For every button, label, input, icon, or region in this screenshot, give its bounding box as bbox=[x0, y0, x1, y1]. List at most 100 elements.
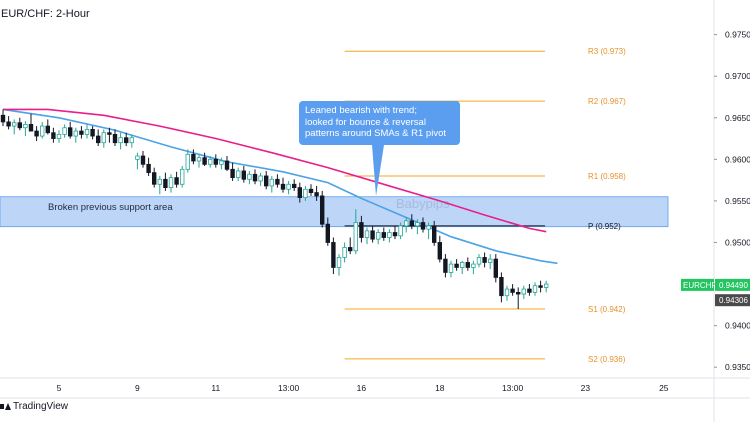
candle-body bbox=[532, 285, 538, 293]
candle-body bbox=[314, 192, 319, 197]
candle-body bbox=[420, 222, 426, 230]
candle-body bbox=[107, 132, 112, 135]
price-badge bbox=[715, 278, 750, 291]
candle-body bbox=[151, 172, 157, 185]
candle-body bbox=[308, 188, 314, 193]
candle-body bbox=[303, 188, 308, 198]
candle-body bbox=[6, 121, 11, 127]
price-badge-value: 0.94306 bbox=[719, 296, 748, 305]
candle-body bbox=[538, 285, 543, 288]
pivot-label-r1: R1 (0.958) bbox=[588, 172, 626, 181]
candle-body bbox=[146, 163, 151, 174]
tradingview-logo-icon bbox=[0, 403, 11, 410]
candle-body bbox=[202, 157, 207, 165]
annotation-pointer bbox=[372, 145, 384, 196]
candle-body bbox=[443, 258, 448, 273]
candle-body bbox=[387, 232, 392, 238]
candle-body bbox=[112, 133, 118, 144]
candle-body bbox=[527, 288, 532, 293]
candle-body bbox=[364, 230, 370, 238]
candle-body bbox=[135, 155, 140, 160]
candle-body bbox=[325, 223, 330, 243]
annotation-callout: Leaned bearish with trend; looked for bo… bbox=[299, 101, 460, 145]
candle-body bbox=[504, 288, 510, 297]
watermark: Babypips bbox=[396, 196, 450, 211]
price-badge bbox=[715, 294, 750, 307]
x-tick-label: 16 bbox=[357, 383, 367, 393]
branding: TradingView bbox=[0, 401, 68, 412]
candle-body bbox=[235, 170, 241, 179]
candle-body bbox=[185, 153, 190, 170]
y-tick-label: 0.93500 bbox=[725, 362, 750, 372]
pivot-label-p: P (0.952) bbox=[588, 222, 621, 231]
candle-body bbox=[375, 232, 381, 240]
pivot-label-s2: S2 (0.936) bbox=[588, 355, 626, 364]
x-tick-label: 25 bbox=[659, 383, 669, 393]
candles-group bbox=[0, 109, 549, 310]
pivot-label-r3: R3 (0.973) bbox=[588, 47, 626, 56]
candle-body bbox=[17, 122, 22, 129]
candle-body bbox=[219, 160, 224, 165]
candle-body bbox=[476, 257, 482, 265]
candle-body bbox=[96, 135, 101, 144]
pivot-label-r2: R2 (0.967) bbox=[588, 97, 626, 106]
candle-body bbox=[499, 277, 504, 297]
candle-body bbox=[280, 183, 286, 190]
candle-body bbox=[493, 258, 498, 278]
candle-body bbox=[448, 263, 454, 273]
candle-body bbox=[370, 230, 375, 240]
candle-body bbox=[207, 158, 213, 165]
pivot-label-s1: S1 (0.942) bbox=[588, 305, 626, 314]
candle-body bbox=[140, 155, 146, 165]
annotation-line-3: patterns around SMAs & R1 pivot bbox=[305, 128, 446, 139]
candle-body bbox=[263, 175, 269, 187]
candle-body bbox=[224, 160, 230, 170]
candle-body bbox=[241, 170, 246, 180]
branding-label: TradingView bbox=[13, 401, 69, 412]
candle-body bbox=[196, 157, 202, 162]
candle-body bbox=[11, 122, 17, 127]
candle-body bbox=[415, 222, 420, 227]
candle-body bbox=[157, 178, 162, 185]
candle-body bbox=[465, 262, 470, 268]
candle-body bbox=[62, 127, 67, 135]
x-tick-label: 23 bbox=[581, 383, 591, 393]
x-tick-label: 18 bbox=[435, 383, 445, 393]
candle-body bbox=[409, 220, 414, 227]
x-tick-label: 13:00 bbox=[278, 383, 300, 393]
candle-body bbox=[347, 247, 353, 252]
candle-body bbox=[286, 183, 291, 190]
candle-body bbox=[331, 242, 336, 268]
zone-label: Broken previous support area bbox=[48, 202, 173, 213]
candle-body bbox=[163, 178, 168, 189]
candle-body bbox=[431, 225, 437, 243]
candle-body bbox=[56, 133, 62, 139]
candle-body bbox=[90, 129, 95, 137]
candle-body bbox=[129, 137, 134, 144]
candle-body bbox=[40, 125, 45, 137]
candle-body bbox=[213, 158, 218, 165]
candle-body bbox=[353, 222, 358, 252]
candle-body bbox=[516, 291, 521, 295]
candle-body bbox=[510, 288, 515, 293]
sma-slow-line bbox=[3, 108, 547, 233]
candle-body bbox=[168, 177, 174, 189]
chart-title: EUR/CHF: 2-Hour bbox=[1, 8, 90, 20]
candle-body bbox=[487, 258, 493, 263]
annotation-line-1: Leaned bearish with trend; bbox=[305, 105, 417, 116]
annotation-line-2: looked for bounce & reversal bbox=[305, 116, 426, 128]
candle-body bbox=[482, 257, 487, 263]
candle-body bbox=[101, 132, 106, 144]
candle-body bbox=[359, 222, 364, 238]
candle-body bbox=[45, 125, 50, 134]
candle-body bbox=[437, 242, 442, 260]
candle-body bbox=[34, 130, 39, 137]
candle-body bbox=[23, 124, 28, 129]
candle-body bbox=[124, 137, 129, 144]
